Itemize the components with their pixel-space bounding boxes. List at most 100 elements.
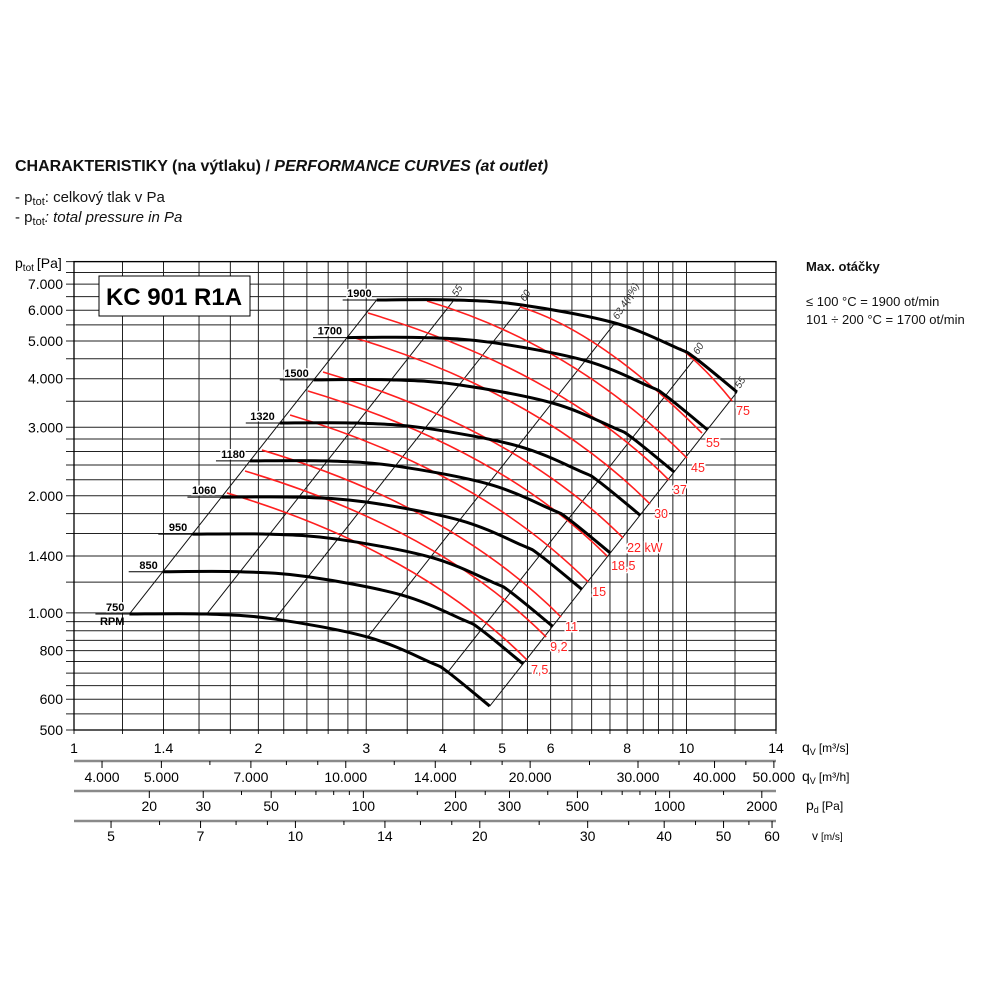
x-tick-label: 1 <box>70 740 78 756</box>
power-curve <box>426 300 688 459</box>
flow-m3h-axis-title: qV [m³/h] <box>802 768 849 786</box>
power-label: 15 <box>592 585 606 599</box>
plot-frame <box>73 260 777 731</box>
max-speed-line-2: 101 ÷ 200 °C = 1700 ot/min <box>806 312 965 327</box>
legend-czech: - ptot: celkový tlak v Pa <box>15 189 165 208</box>
velocity-symbol: v <box>812 829 818 843</box>
pd-unit: [Pa] <box>822 799 843 813</box>
axes: 500 600 800 1.000 1.400 2.000 3.000 4.000 5.000 6… <box>28 276 796 844</box>
power-label: 9,2 <box>550 640 567 654</box>
rpm-curve <box>249 459 612 555</box>
y-tick-label: 5.000 <box>28 333 63 349</box>
rpm-curve <box>347 335 709 431</box>
power-curve <box>261 449 562 618</box>
flow_m3h-tick-label: 40.000 <box>693 769 736 785</box>
dynamic_pressure-tick-label: 20 <box>142 798 158 814</box>
power-curves <box>226 300 733 661</box>
y-tick-label: 500 <box>40 722 64 738</box>
velocity-axis-title: v [m/s] <box>812 829 843 843</box>
velocity-tick-label: 20 <box>472 828 488 844</box>
velocity-tick-label: 5 <box>107 828 115 844</box>
power-curve <box>244 470 547 638</box>
legend-english: - ptot: total pressure in Pa <box>15 209 182 228</box>
efficiency-line <box>367 322 616 638</box>
pd-symbol-sub: d <box>814 805 819 815</box>
x-tick-label: 8 <box>623 740 631 756</box>
power-label: 11 <box>565 620 578 634</box>
rpm-curve <box>313 377 676 474</box>
power-label: 22 kW <box>627 541 663 555</box>
power-curve <box>307 390 608 557</box>
pd-symbol: p <box>806 797 814 813</box>
max-speed-line-1: ≤ 100 °C = 1900 ot/min <box>806 294 940 309</box>
x-axis-symbol: q <box>802 739 810 755</box>
rpm-curves <box>129 298 738 708</box>
y-tick-label: 3.000 <box>28 419 63 435</box>
flow_m3h-tick-label: 7.000 <box>233 769 268 785</box>
dynamic_pressure-tick-label: 30 <box>195 798 211 814</box>
power-curve <box>351 336 651 505</box>
dynamic_pressure-tick-label: 2000 <box>746 798 777 814</box>
pd-axis-title: pd [Pa] <box>806 797 843 815</box>
power-curve <box>289 414 589 583</box>
model-box: KC 901 R1A <box>98 275 251 317</box>
rpm-curve <box>279 421 642 517</box>
power-curve <box>679 347 733 402</box>
x-tick-label: 4 <box>439 740 447 756</box>
rpm-label: 1700 <box>318 326 342 338</box>
flow_m3h-tick-label: 5.000 <box>144 769 179 785</box>
rpm-curve <box>129 612 491 708</box>
rpm-curve <box>162 569 524 665</box>
y-tick-label: 6.000 <box>28 302 63 318</box>
rpm-label: 1320 <box>250 411 274 423</box>
rpm-label: 1060 <box>192 485 216 497</box>
flow_m3h-tick-label: 14.000 <box>414 769 457 785</box>
dynamic_pressure-tick-label: 200 <box>444 798 468 814</box>
legend-symbol: - p <box>15 209 33 226</box>
rpm-label: 950 <box>169 522 187 534</box>
x-tick-label: 6 <box>547 740 555 756</box>
flow-m3h-symbol-sub: V <box>810 776 816 786</box>
power-curve <box>367 312 670 481</box>
efficiency-line <box>447 357 696 673</box>
flow-m3h-unit: [m³/h] <box>819 770 850 784</box>
dynamic_pressure-tick-label: 300 <box>498 798 522 814</box>
flow-m3h-symbol: q <box>802 768 810 784</box>
y-tick-label: 1.400 <box>28 548 63 564</box>
flow_m3h-tick-label: 20.000 <box>509 769 552 785</box>
x-tick-label: 1.4 <box>154 740 174 756</box>
efficiency-label: 63,4(η%) <box>611 281 642 321</box>
power-label: 7,5 <box>531 663 548 677</box>
power-curve <box>519 306 703 434</box>
y-axis-title: ptot [Pa] <box>15 255 62 274</box>
x-tick-label: 14 <box>768 740 784 756</box>
rpm-label: 850 <box>139 560 157 572</box>
efficiency-line <box>206 299 455 615</box>
dynamic_pressure-tick-label: 1000 <box>654 798 685 814</box>
velocity-tick-label: 60 <box>764 828 780 844</box>
power-label: 30 <box>654 507 668 521</box>
x-axis-unit: [m³/s] <box>819 741 849 755</box>
efficiency-line <box>274 304 523 620</box>
model-name: KC 901 R1A <box>106 284 242 311</box>
velocity-tick-label: 10 <box>288 828 304 844</box>
efficiency-line <box>129 299 378 615</box>
heading-czech: CHARAKTERISTIKY (na výtlaku) / <box>15 158 275 175</box>
power-label: 55 <box>706 436 720 450</box>
y-tick-label: 7.000 <box>28 276 63 292</box>
legend-symbol-sub: tot <box>32 216 45 228</box>
heading-english: PERFORMANCE CURVES (at outlet) <box>274 158 549 175</box>
velocity-tick-label: 7 <box>197 828 205 844</box>
curve-labels: 55 60 63,4(η%) 60 55 7,59,2 11 15 18,5 22 kW 30 37 4… <box>95 281 752 678</box>
x-axis-title: qV [m³/s] <box>802 739 849 757</box>
x-axis-symbol-sub: V <box>810 747 816 757</box>
flow_m3h-tick-label: 30.000 <box>617 769 660 785</box>
x-tick-label: 5 <box>498 740 506 756</box>
rpm-label: 1180 <box>221 449 245 461</box>
legend-symbol-sub: tot <box>32 196 45 208</box>
flow_m3h-tick-label: 10.000 <box>324 769 367 785</box>
rpm-curve <box>192 532 554 628</box>
velocity-tick-label: 40 <box>656 828 672 844</box>
x-tick-label: 3 <box>362 740 370 756</box>
